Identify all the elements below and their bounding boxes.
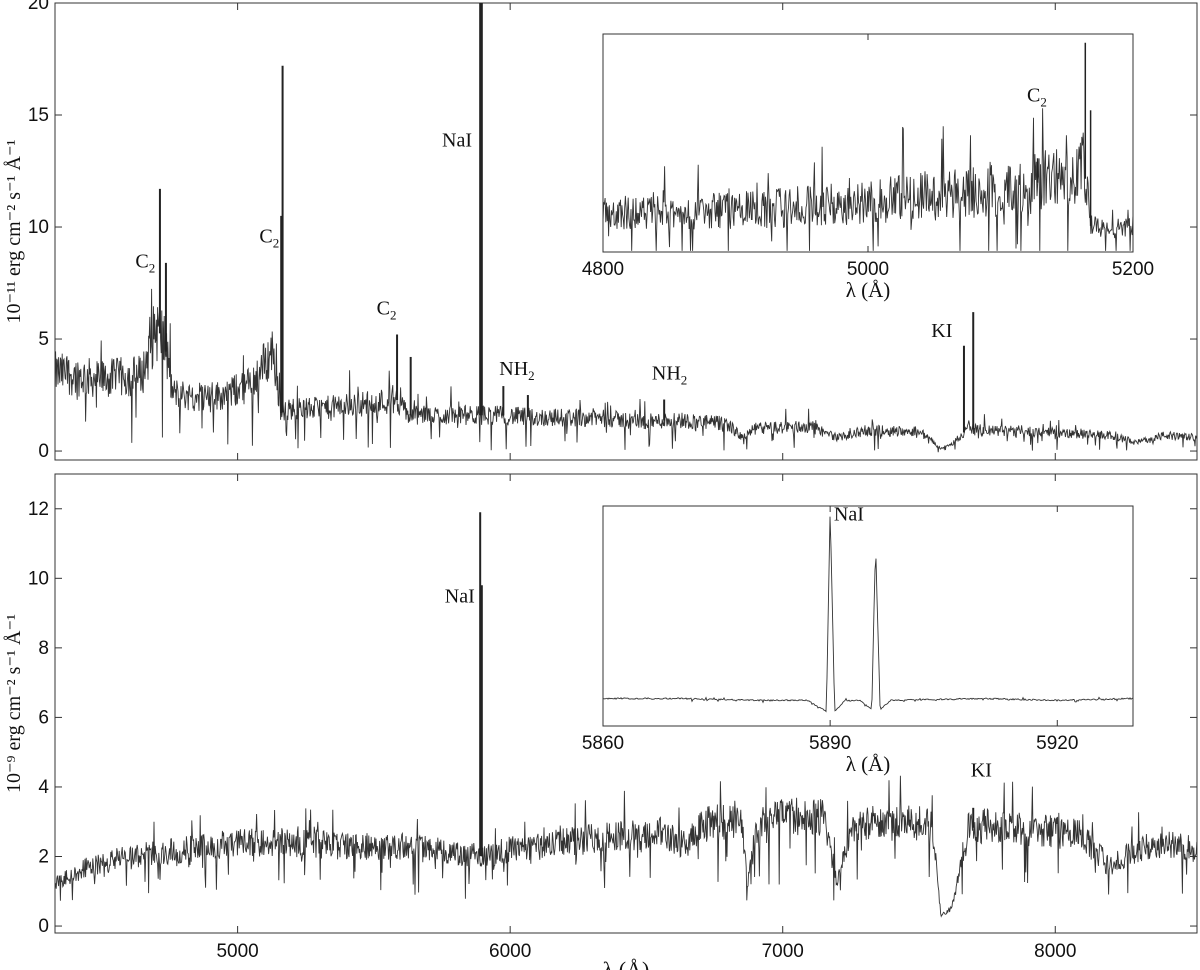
x-axis-label: λ (Å) (603, 957, 650, 970)
annotation-label: C2 (377, 297, 397, 322)
annotation-label-text: C (377, 297, 390, 319)
annotation-label-text: C (135, 250, 148, 272)
annotation-label: C2 (135, 250, 155, 275)
plot-frame (54, 2, 1198, 461)
inset-annotation-label-text: C (1027, 85, 1040, 107)
inset-annotation-label-subscript: 2 (1040, 95, 1047, 110)
panel-bottom: 0 2 4 6 8 10 12 5000 6000 7000 8000 10⁻⁹ erg cm⁻² s… (3, 473, 1198, 970)
y-tick-label: 6 (38, 707, 49, 728)
inset-frame (602, 33, 1134, 253)
annotation-label-text: NH (499, 358, 528, 380)
inset-annotation-label: NaI (834, 504, 864, 526)
inset-annotation-label: C2 (1027, 85, 1047, 110)
annotation-label-text: NaI (442, 129, 472, 151)
y-tick-label: 0 (38, 441, 49, 462)
y-tick-label: 20 (28, 0, 49, 14)
annotation-label-text: NH (652, 362, 681, 384)
inset-x-tick-label: 5200 (1112, 259, 1154, 280)
annotation-label: NH2 (652, 362, 687, 387)
y-tick-label: 10 (28, 217, 49, 238)
spectrum-group (55, 512, 1197, 918)
y-tick-label: 0 (38, 916, 49, 937)
y-tick-label: 12 (28, 499, 49, 520)
annotation-label: NH2 (499, 358, 534, 383)
annotation-label: KI (931, 320, 952, 342)
spectrum-line (603, 516, 1133, 713)
y-tick-label: 4 (38, 777, 49, 798)
inset-x-tick-label: 5860 (582, 733, 624, 754)
y-tick-label: 15 (28, 105, 49, 126)
inset-spectrum-group (603, 42, 1133, 251)
inset-spectrum-group (603, 516, 1133, 713)
annotation-label-subscript: 2 (273, 236, 280, 251)
y-tick-label: 8 (38, 638, 49, 659)
inset-x-tick-label: 5920 (1036, 733, 1078, 754)
x-tick-label: 8000 (1034, 941, 1076, 962)
inset-bottom: 5860 5890 5920 λ (Å) NaI (582, 504, 1134, 776)
plot-frame (54, 473, 1198, 934)
x-tick-label: 6000 (489, 941, 531, 962)
inset-annotation-label-text: NaI (834, 504, 864, 526)
spectrum-line (55, 775, 1197, 918)
annotation-label: NaI (442, 129, 472, 151)
inset-top: 4800 5000 5200 λ (Å) C2 (582, 33, 1154, 302)
inset-x-axis-label: λ (Å) (846, 752, 891, 776)
annotation-label-subscript: 2 (390, 307, 397, 322)
annotation-label-text: KI (931, 320, 952, 342)
y-tick-label: 2 (38, 847, 49, 868)
inset-x-tick-label: 5000 (847, 259, 889, 280)
spectrum-group (55, 3, 1197, 453)
y-axis-label: 10⁻⁹ erg cm⁻² s⁻¹ Å⁻¹ (3, 614, 25, 793)
y-tick-label: 5 (38, 329, 49, 350)
annotation-label-text: NaI (445, 586, 475, 608)
y-tick-label: 10 (28, 568, 49, 589)
annotation-label-subscript: 2 (149, 260, 156, 275)
y-axis-label: 10⁻¹¹ erg cm⁻² s⁻¹ Å⁻¹ (3, 139, 25, 323)
spectrum-line (55, 288, 1197, 453)
annotation-label-text: KI (971, 760, 992, 782)
annotation-label: C2 (259, 226, 279, 251)
annotation-label-subscript: 2 (528, 368, 535, 383)
annotation-label: KI (971, 760, 992, 782)
annotation-label: NaI (445, 586, 475, 608)
annotation-label-subscript: 2 (681, 372, 688, 387)
inset-frame (602, 505, 1134, 727)
x-tick-label: 5000 (216, 941, 258, 962)
inset-x-tick-label: 5890 (809, 733, 851, 754)
annotation-label-text: C (259, 226, 272, 248)
spectrum-line (603, 108, 1133, 251)
x-tick-label: 7000 (762, 941, 804, 962)
inset-x-axis-label: λ (Å) (846, 278, 891, 302)
inset-x-tick-label: 4800 (582, 259, 624, 280)
